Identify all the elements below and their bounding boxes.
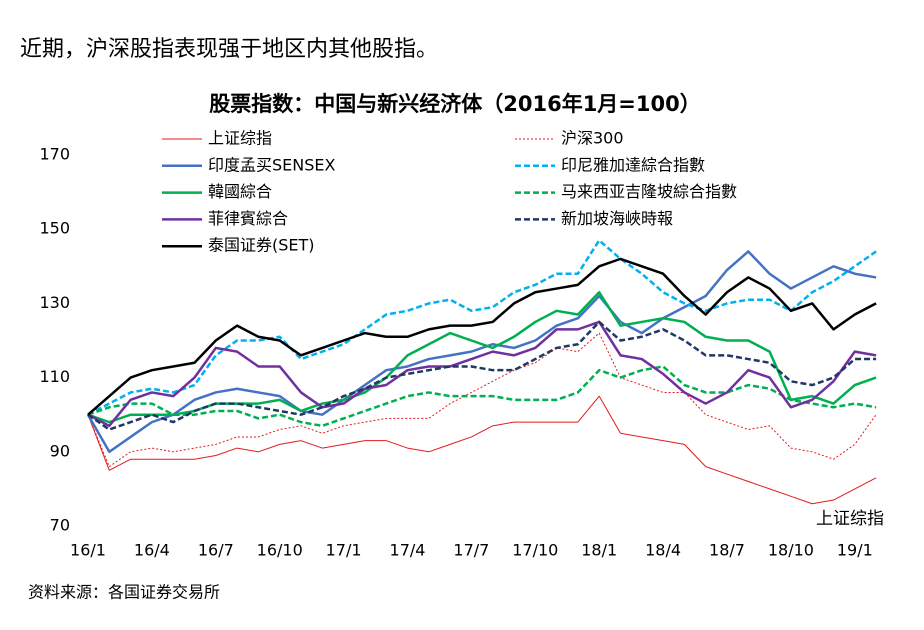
x-tick-label: 16/7	[198, 541, 234, 560]
x-tick-label: 18/10	[768, 541, 814, 560]
series-line	[87, 239, 877, 416]
annotation: 上证综指	[816, 509, 884, 529]
series-line	[87, 320, 877, 431]
legend-label: 印尼雅加達綜合指數	[561, 155, 705, 174]
legend-label: 马来西亚吉隆坡綜合指數	[561, 182, 737, 201]
legend-label: 韓國綜合	[208, 182, 272, 201]
x-tick-label: 18/7	[709, 541, 745, 560]
series-line	[87, 257, 877, 416]
header: 近期，沪深股指表现强于地区内其他股指。	[20, 37, 438, 62]
y-tick-label: 130	[39, 293, 70, 312]
legend-label: 印度孟买SENSEX	[208, 155, 336, 174]
chart-title: 股票指数：中国与新兴经济体（2016年1月=100）	[209, 92, 701, 116]
y-tick-label: 90	[50, 441, 70, 460]
series-line	[87, 291, 877, 424]
x-tick-label: 18/4	[645, 541, 681, 560]
series-line	[86, 250, 877, 454]
x-tick-label: 17/4	[390, 541, 426, 560]
x-tick-label: 16/10	[257, 541, 303, 560]
x-tick-label: 16/1	[70, 541, 106, 560]
x-tick-label: 17/1	[326, 541, 362, 560]
legend-label: 上证综指	[208, 129, 272, 148]
legend-label: 泰国证券(SET)	[208, 236, 315, 255]
series-line	[87, 365, 877, 428]
y-tick-label: 110	[39, 367, 70, 386]
x-tick-label: 17/10	[512, 541, 558, 560]
series-line	[87, 332, 877, 468]
y-tick-label: 150	[39, 219, 70, 238]
series-line	[87, 395, 877, 505]
source: 资料来源：各国证券交易所	[28, 583, 220, 602]
y-tick-label: 170	[39, 145, 70, 164]
x-tick-label: 18/1	[581, 541, 617, 560]
x-tick-label: 19/1	[837, 541, 873, 560]
legend-label: 菲律賓綜合	[208, 209, 288, 228]
series-line	[87, 320, 877, 428]
legend-label: 新加坡海峽時報	[561, 209, 673, 228]
x-tick-label: 17/7	[453, 541, 489, 560]
x-tick-label: 16/4	[134, 541, 170, 560]
y-tick-label: 70	[50, 516, 70, 535]
legend-label: 沪深300	[561, 129, 624, 148]
